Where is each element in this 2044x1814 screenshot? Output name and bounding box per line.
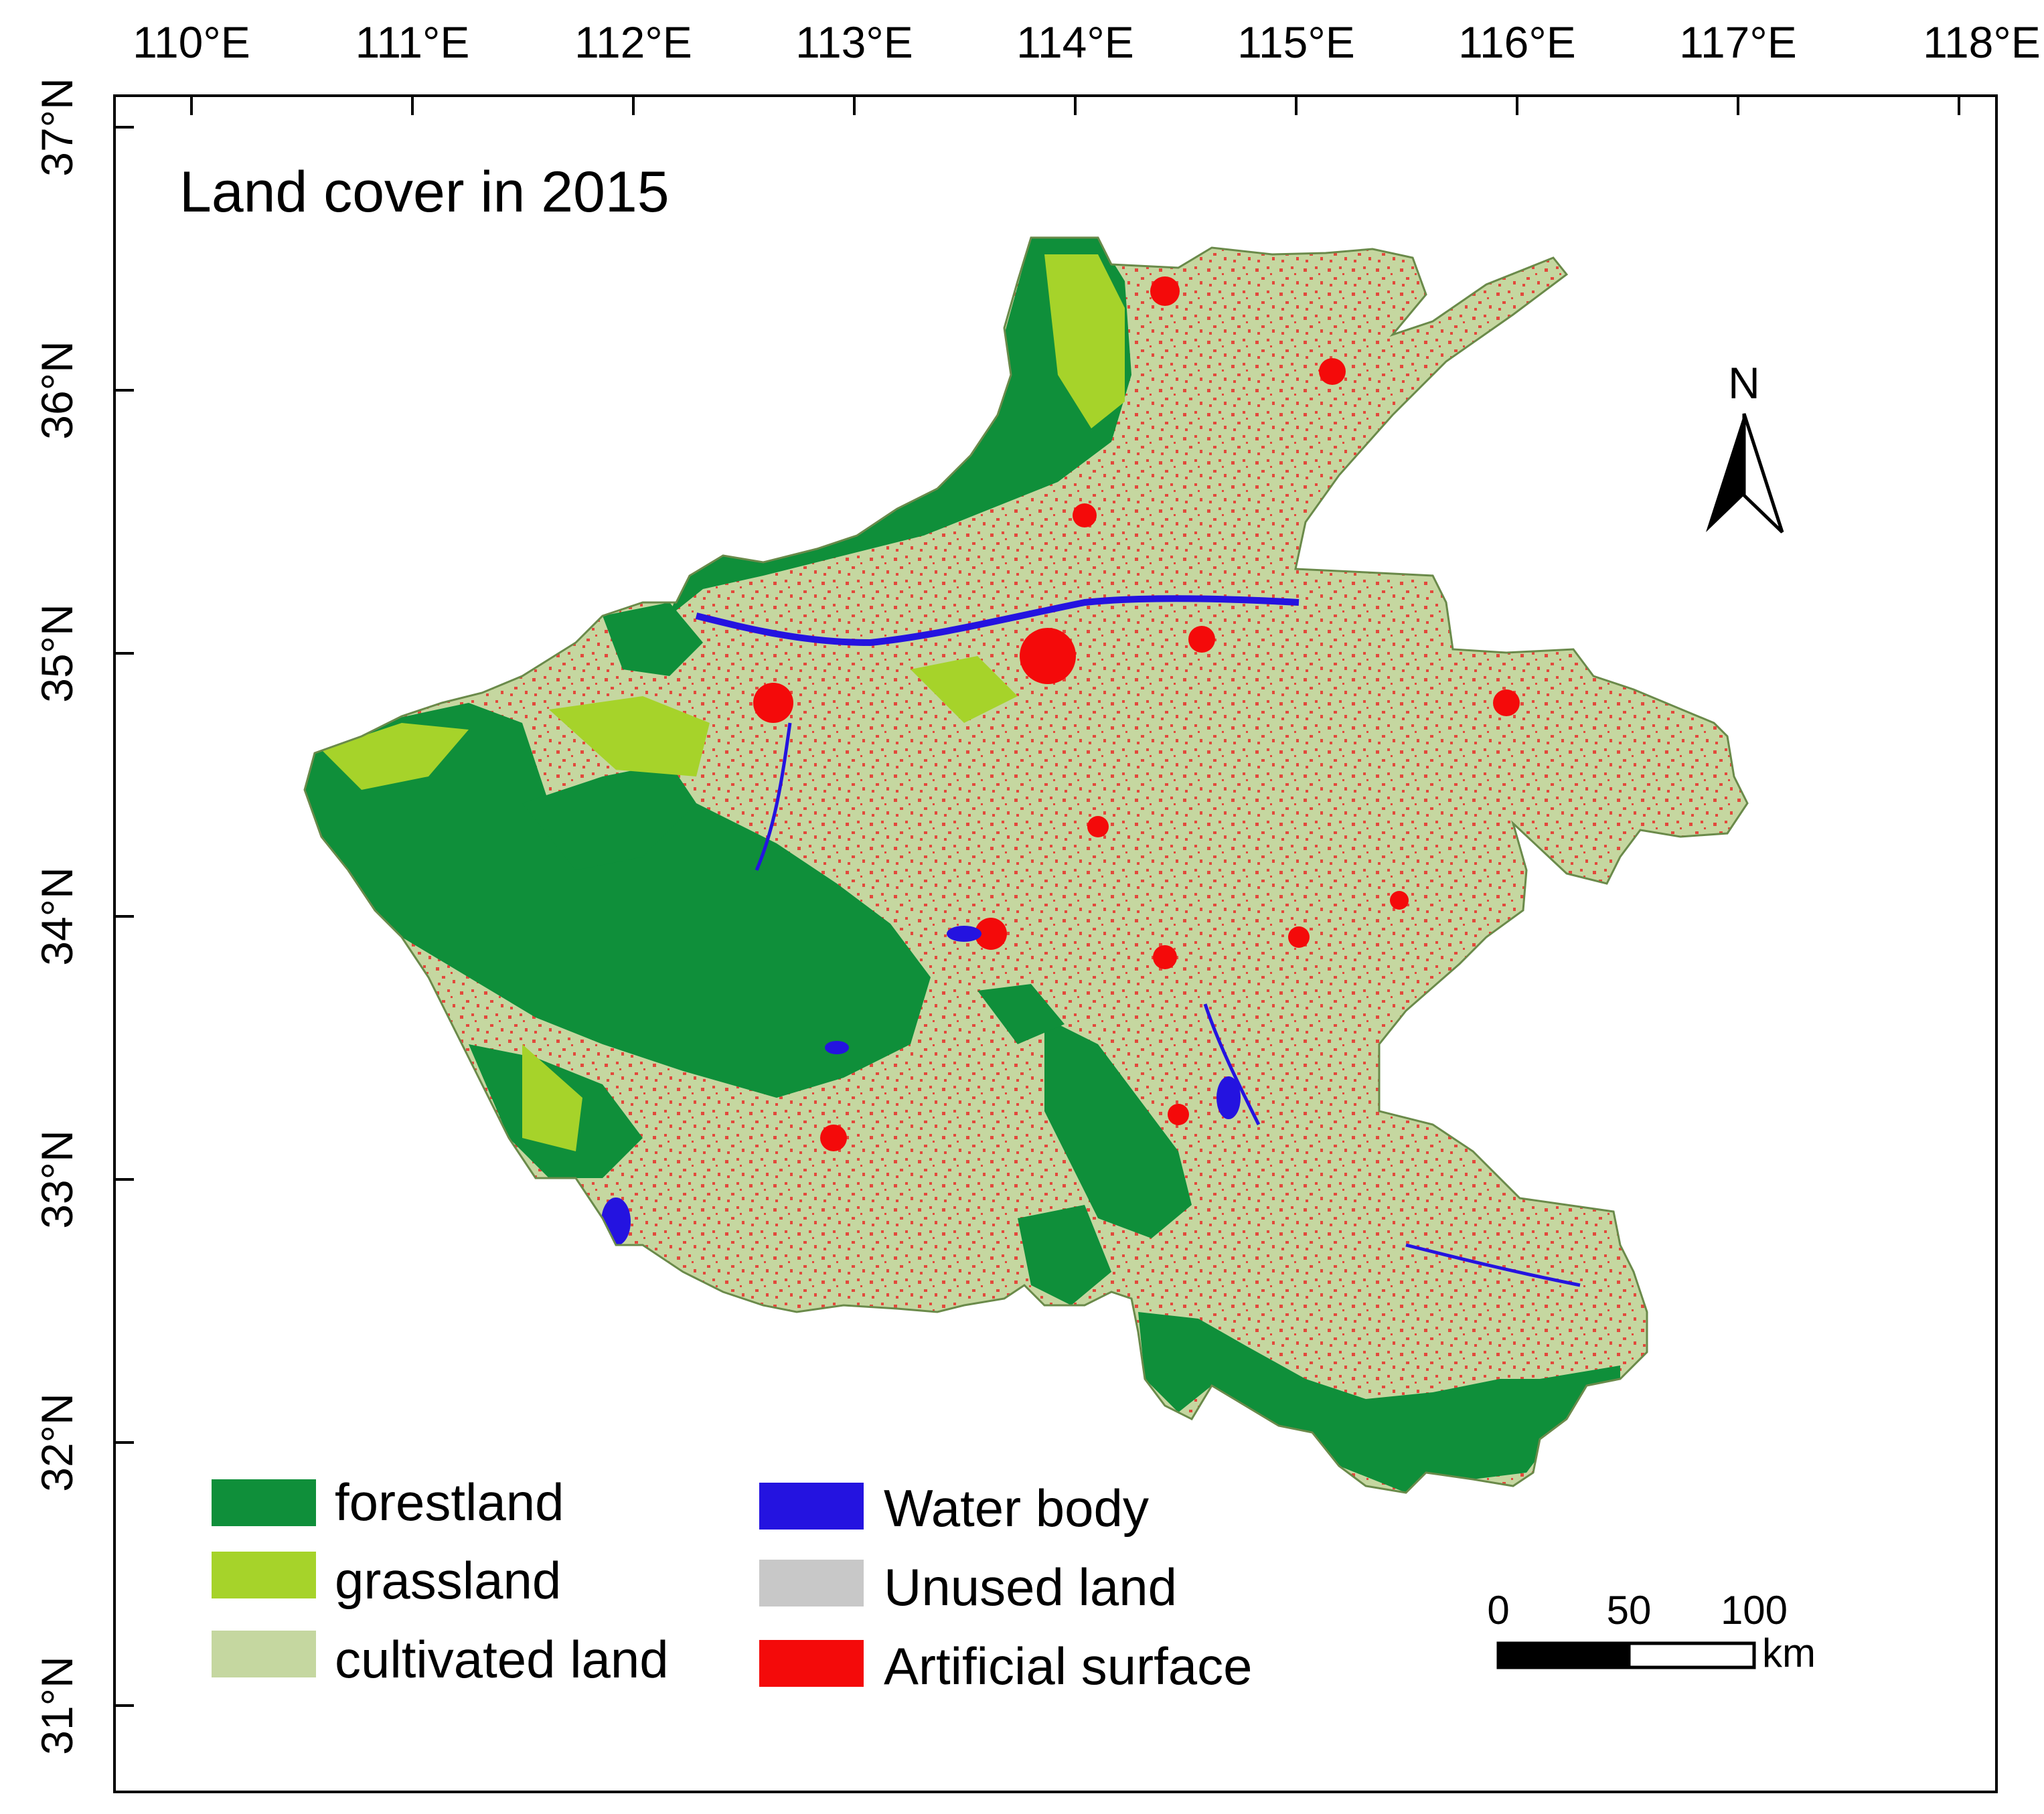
north-arrow: N: [1706, 358, 1784, 533]
legend-swatch-unused-land: [759, 1560, 864, 1606]
legend-swatch-artificial-surface: [759, 1640, 864, 1687]
x-tick-label: 118°E: [1923, 17, 2041, 67]
x-tick-label: 117°E: [1679, 17, 1797, 67]
legend-swatch-cultivated-land: [212, 1631, 316, 1677]
map-title: Land cover in 2015: [179, 160, 670, 224]
legend-label-artificial-surface: Artificial surface: [884, 1637, 1253, 1696]
y-tick-label: 31°N: [32, 1656, 82, 1754]
legend-label-grassland: grassland: [335, 1551, 561, 1610]
x-tick-label: 114°E: [1016, 17, 1134, 67]
province-outline: [303, 236, 1749, 1494]
legend-label-cultivated-land: cultivated land: [335, 1630, 669, 1689]
north-label: N: [1728, 358, 1760, 408]
y-tick-label: 32°N: [32, 1393, 82, 1491]
legend-label-unused-land: Unused land: [884, 1558, 1177, 1617]
legend-swatch-forestland: [212, 1479, 316, 1526]
y-tick-label: 35°N: [32, 604, 82, 702]
scale-unit: km: [1762, 1631, 1816, 1675]
legend-label-forestland: forestland: [335, 1473, 564, 1532]
scale-label-0: 0: [1487, 1588, 1509, 1633]
x-axis-ticks: [190, 96, 1960, 115]
y-tick-label: 33°N: [32, 1130, 82, 1228]
x-tick-label: 115°E: [1237, 17, 1355, 67]
x-tick-label: 110°E: [133, 17, 250, 67]
scale-label-50: 50: [1607, 1588, 1652, 1633]
scale-bar: 0 50 100 km: [1487, 1588, 1816, 1675]
x-tick-label: 111°E: [356, 17, 470, 67]
y-tick-label: 37°N: [32, 78, 82, 176]
legend-label-water-body: Water body: [884, 1479, 1149, 1538]
scale-label-100: 100: [1721, 1588, 1788, 1633]
legend-swatch-grassland: [212, 1552, 316, 1598]
legend: forestland grassland cultivated land Wat…: [212, 1473, 1253, 1696]
x-tick-label: 112°E: [574, 17, 692, 67]
x-tick-label: 116°E: [1458, 17, 1576, 67]
x-tick-label: 113°E: [795, 17, 913, 67]
legend-swatch-water-body: [759, 1483, 864, 1530]
y-tick-label: 36°N: [32, 341, 82, 439]
y-tick-label: 34°N: [32, 867, 82, 965]
y-axis-ticks: [114, 126, 134, 1707]
